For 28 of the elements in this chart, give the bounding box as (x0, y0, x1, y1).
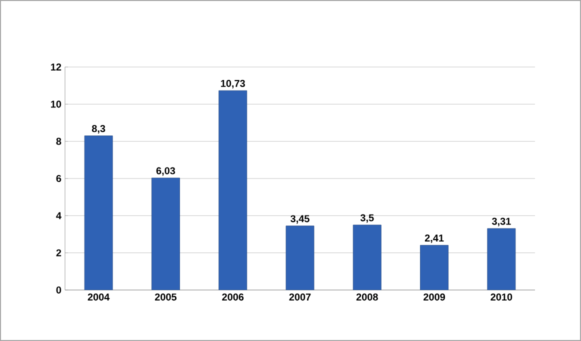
y-tick-label: 6 (56, 174, 62, 182)
y-tick-label: 10 (51, 100, 62, 108)
bar (352, 224, 382, 290)
bar (84, 136, 113, 290)
y-tick-label: 0 (56, 286, 62, 294)
data-label: 3,31 (492, 218, 511, 226)
x-tick-label: 2006 (222, 294, 244, 301)
data-label: 8,3 (92, 125, 106, 134)
data-label: 10,73 (221, 80, 245, 88)
bar (487, 228, 516, 290)
x-tick-label: 2007 (289, 294, 311, 301)
data-label: 3,5 (360, 214, 374, 223)
bar (286, 226, 314, 290)
x-tick-label: 2008 (356, 294, 378, 301)
x-tick-label: 2004 (88, 294, 110, 301)
bar (420, 245, 448, 290)
y-tick-label: 4 (56, 212, 62, 220)
y-tick-label: 8 (56, 138, 62, 145)
x-tick-label: 2005 (154, 294, 177, 301)
data-label: 3,45 (290, 215, 310, 224)
x-tick-label: 2009 (424, 294, 445, 301)
bar (218, 90, 248, 290)
y-tick-label: 12 (51, 64, 62, 70)
y-tick-label: 2 (56, 249, 62, 256)
data-label: 6,03 (156, 167, 176, 176)
bar (152, 178, 180, 290)
data-label: 2,41 (424, 234, 444, 244)
x-tick-label: 2010 (490, 294, 512, 301)
